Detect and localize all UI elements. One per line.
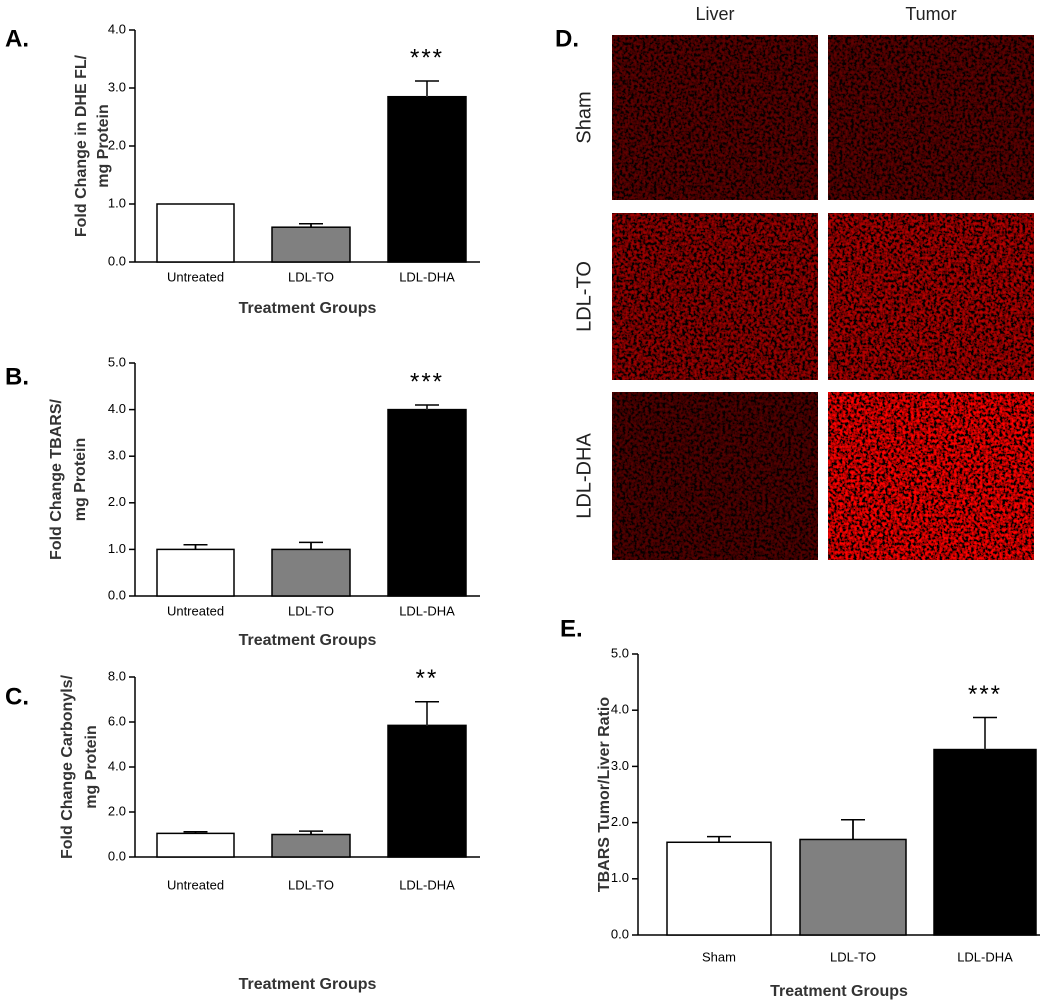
y-tick-label: 5.0 (611, 645, 629, 660)
panel-label: A. (5, 25, 29, 52)
y-tick-label: 4.0 (108, 21, 126, 36)
x-tick-label: LDL-TO (830, 949, 876, 964)
column-label: Liver (695, 4, 734, 24)
x-tick-label: Untreated (167, 269, 224, 284)
y-tick-label: 0.0 (108, 253, 126, 268)
y-tick-label: 1.0 (108, 195, 126, 210)
bar (799, 838, 907, 936)
y-axis-label: mg Protein (95, 104, 112, 188)
y-tick-label: 4.0 (108, 758, 126, 773)
x-tick-label: LDL-DHA (399, 603, 455, 618)
y-axis-label: Fold Change TBARS/ (48, 399, 65, 560)
y-tick-label: 2.0 (108, 137, 126, 152)
y-tick-label: 8.0 (108, 668, 126, 683)
x-tick-label: LDL-DHA (399, 269, 455, 284)
bar (933, 748, 1037, 936)
bar (271, 226, 351, 263)
y-tick-label: 0.0 (108, 848, 126, 863)
y-tick-label: 6.0 (108, 713, 126, 728)
bar (156, 203, 235, 263)
bar (666, 841, 772, 936)
x-axis-label: Treatment Groups (239, 976, 377, 993)
y-tick-label: 0.0 (611, 926, 629, 941)
x-axis-label: Treatment Groups (239, 300, 377, 317)
panel-label: D. (555, 25, 579, 52)
bar (271, 548, 351, 597)
micrograph-signal (612, 213, 818, 380)
bar (156, 548, 235, 597)
micrograph-signal (612, 35, 818, 200)
y-tick-label: 3.0 (108, 79, 126, 94)
micrograph-signal (828, 392, 1034, 560)
significance: *** (410, 368, 444, 395)
x-axis-label: Treatment Groups (239, 632, 377, 649)
x-tick-label: LDL-TO (288, 269, 334, 284)
y-tick-label: 2.0 (108, 494, 126, 509)
bar (387, 95, 467, 263)
bar (156, 832, 235, 858)
y-axis-label: Fold Change in DHE FL/ (73, 54, 90, 237)
row-label: Sham (573, 91, 595, 143)
micrograph-signal (828, 213, 1034, 380)
bar (271, 833, 351, 858)
significance: *** (410, 44, 444, 71)
y-tick-label: 3.0 (611, 758, 629, 773)
row-label: LDL-TO (573, 261, 595, 332)
x-axis-label: Treatment Groups (770, 983, 908, 1000)
y-tick-label: 4.0 (611, 702, 629, 717)
bar (387, 408, 467, 597)
panel-label: C. (5, 683, 29, 710)
bar (387, 724, 467, 858)
micrograph-signal (828, 35, 1034, 200)
row-label: LDL-DHA (573, 433, 595, 519)
y-tick-label: 2.0 (108, 803, 126, 818)
column-label: Tumor (905, 4, 956, 24)
x-tick-label: LDL-TO (288, 877, 334, 892)
x-tick-label: Untreated (167, 603, 224, 618)
y-tick-label: 1.0 (108, 541, 126, 556)
x-tick-label: LDL-DHA (399, 877, 455, 892)
x-tick-label: Sham (702, 949, 736, 964)
y-tick-label: 4.0 (108, 401, 126, 416)
x-tick-label: LDL-TO (288, 603, 334, 618)
y-axis-label: Fold Change Carbonyls/ (59, 674, 76, 859)
y-tick-label: 0.0 (108, 587, 126, 602)
significance: *** (968, 681, 1002, 708)
y-tick-label: 3.0 (108, 448, 126, 463)
panel-label: E. (560, 615, 583, 642)
significance: ** (416, 665, 439, 692)
y-axis-label: mg Protein (83, 725, 100, 809)
y-tick-label: 1.0 (611, 870, 629, 885)
y-axis-label: mg Protein (72, 438, 89, 522)
micrograph-signal (612, 392, 818, 560)
y-tick-label: 5.0 (108, 354, 126, 369)
panel-label: B. (5, 363, 29, 390)
x-tick-label: LDL-DHA (957, 949, 1013, 964)
y-axis-label: TBARS Tumor/Liver Ratio (596, 697, 613, 893)
x-tick-label: Untreated (167, 877, 224, 892)
y-tick-label: 2.0 (611, 814, 629, 829)
